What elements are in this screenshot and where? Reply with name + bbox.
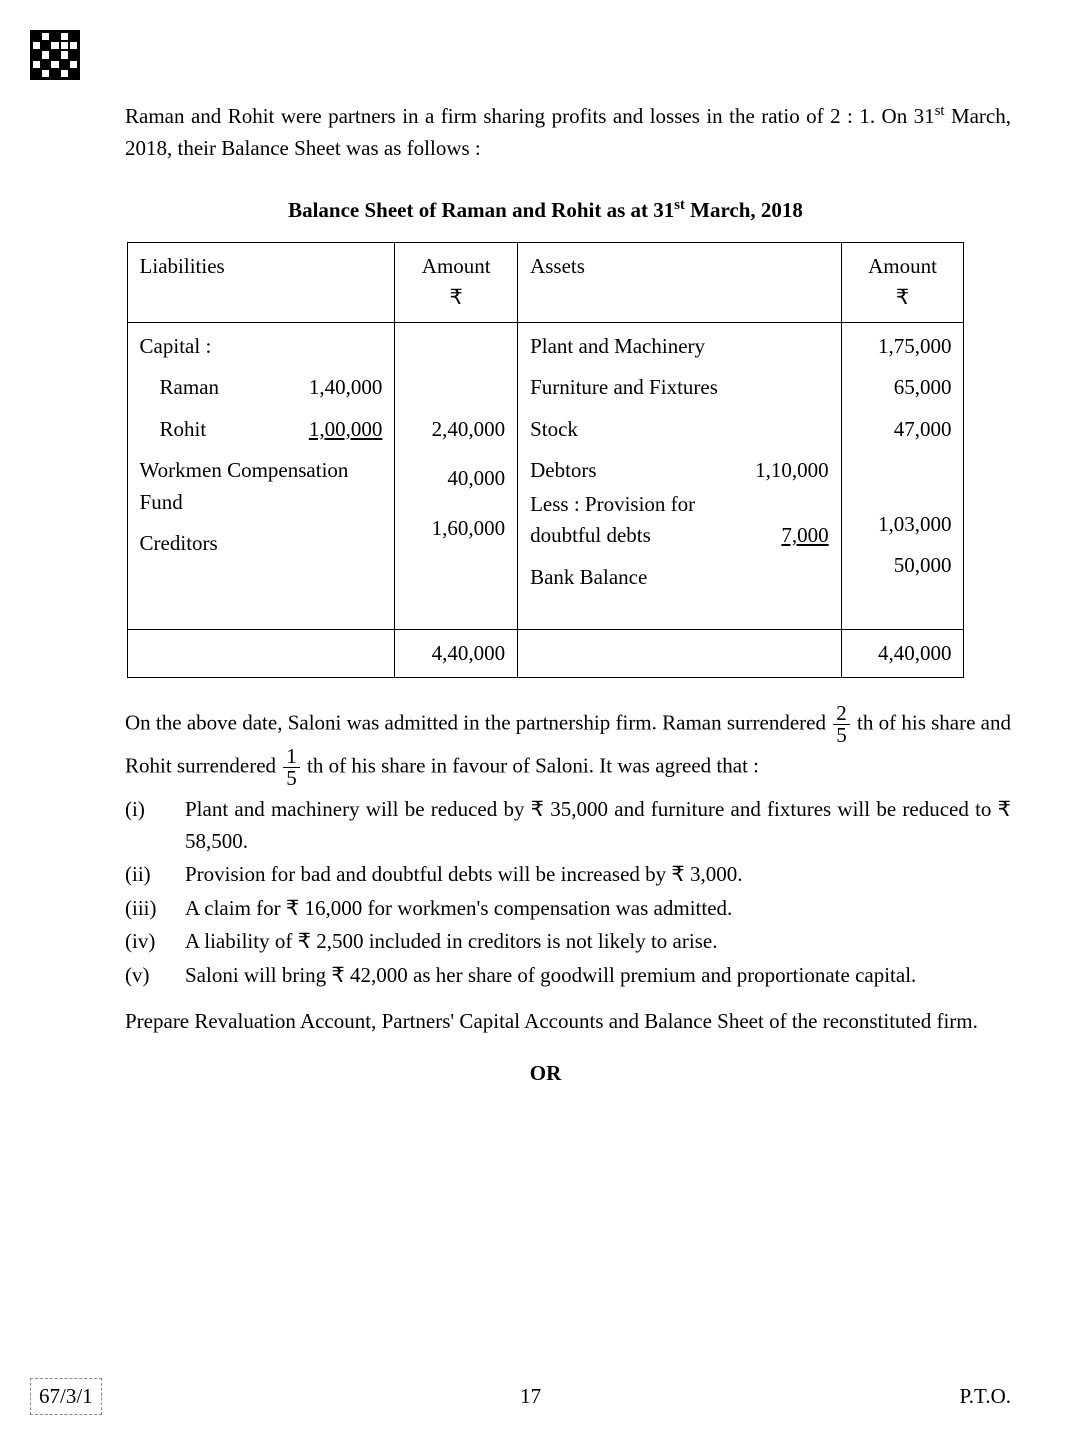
- table-body-row: Capital : Raman 1,40,000 Rohit 1,00,000 …: [127, 322, 964, 629]
- conditions-list: (i) Plant and machinery will be reduced …: [125, 794, 1011, 991]
- plant-label: Plant and Machinery: [530, 331, 829, 363]
- assets-amount-cell: 1,75,000 65,000 47,000 1,03,000 50,000: [841, 322, 964, 629]
- debtors-row: Debtors 1,10,000: [530, 455, 829, 487]
- or-separator: OR: [80, 1058, 1011, 1090]
- amount-left-header: Amount₹: [395, 242, 518, 322]
- total-left: 4,40,000: [395, 629, 518, 678]
- balance-sheet-table: Liabilities Amount₹ Assets Amount₹ Capit…: [127, 242, 965, 679]
- page-number: 17: [520, 1381, 541, 1413]
- furniture-label: Furniture and Fixtures: [530, 372, 829, 404]
- paper-code: 67/3/1: [30, 1378, 102, 1416]
- capital-total: 2,40,000: [407, 414, 505, 446]
- furniture-amount: 65,000: [854, 372, 952, 404]
- pto-label: P.T.O.: [959, 1381, 1011, 1413]
- creditors-label: Creditors: [140, 528, 383, 560]
- capital-label: Capital :: [140, 331, 383, 363]
- condition-iii: (iii) A claim for ₹ 16,000 for workmen's…: [125, 893, 1011, 925]
- provision-row: Less : Provision for doubtful debts 7,00…: [530, 489, 829, 552]
- rohit-capital: Rohit 1,00,000: [140, 414, 383, 446]
- liabilities-amount-cell: 2,40,000 40,000 1,60,000: [395, 322, 518, 629]
- table-header-row: Liabilities Amount₹ Assets Amount₹: [127, 242, 964, 322]
- table-total-row: 4,40,000 4,40,000: [127, 629, 964, 678]
- prepare-instruction: Prepare Revaluation Account, Partners' C…: [125, 1006, 1011, 1038]
- debtors-net: 1,03,000: [854, 509, 952, 541]
- liabilities-cell: Capital : Raman 1,40,000 Rohit 1,00,000 …: [127, 322, 395, 629]
- liabilities-header: Liabilities: [127, 242, 395, 322]
- intro-paragraph: Raman and Rohit were partners in a firm …: [125, 100, 1011, 164]
- amount-right-header: Amount₹: [841, 242, 964, 322]
- creditors-amount: 1,60,000: [407, 513, 505, 545]
- stock-amount: 47,000: [854, 414, 952, 446]
- total-right: 4,40,000: [841, 629, 964, 678]
- bank-label: Bank Balance: [530, 562, 829, 594]
- condition-iv: (iv) A liability of ₹ 2,500 included in …: [125, 926, 1011, 958]
- condition-ii: (ii) Provision for bad and doubtful debt…: [125, 859, 1011, 891]
- condition-i: (i) Plant and machinery will be reduced …: [125, 794, 1011, 857]
- raman-capital: Raman 1,40,000: [140, 372, 383, 404]
- condition-v: (v) Saloni will bring ₹ 42,000 as her sh…: [125, 960, 1011, 992]
- qr-code-icon: [30, 30, 80, 80]
- page-content: Raman and Rohit were partners in a firm …: [80, 100, 1011, 1089]
- wcf-label: Workmen Compensation Fund: [140, 455, 383, 518]
- assets-header: Assets: [518, 242, 842, 322]
- admission-paragraph: On the above date, Saloni was admitted i…: [125, 703, 1011, 789]
- assets-cell: Plant and Machinery Furniture and Fixtur…: [518, 322, 842, 629]
- page-footer: 67/3/1 17 P.T.O.: [30, 1378, 1011, 1416]
- stock-label: Stock: [530, 414, 829, 446]
- bank-amount: 50,000: [854, 550, 952, 582]
- balance-sheet-title: Balance Sheet of Raman and Rohit as at 3…: [80, 194, 1011, 227]
- plant-amount: 1,75,000: [854, 331, 952, 363]
- wcf-amount: 40,000: [407, 463, 505, 495]
